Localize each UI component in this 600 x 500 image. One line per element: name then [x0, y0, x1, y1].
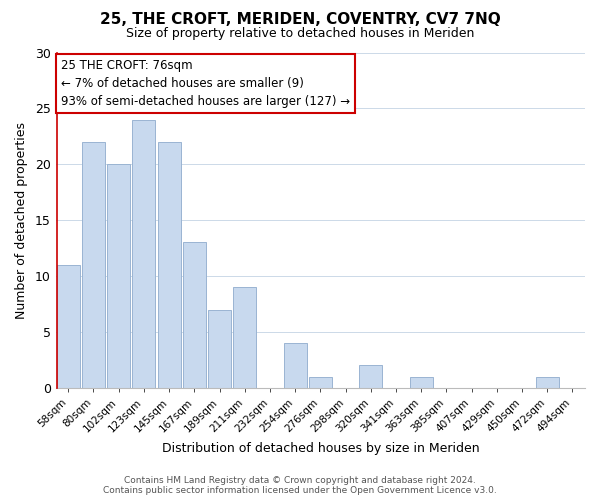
Bar: [233, 287, 256, 388]
Bar: [82, 142, 105, 388]
Text: Size of property relative to detached houses in Meriden: Size of property relative to detached ho…: [126, 28, 474, 40]
Text: 25 THE CROFT: 76sqm
← 7% of detached houses are smaller (9)
93% of semi-detached: 25 THE CROFT: 76sqm ← 7% of detached hou…: [61, 59, 350, 108]
Text: Contains HM Land Registry data © Crown copyright and database right 2024.
Contai: Contains HM Land Registry data © Crown c…: [103, 476, 497, 495]
Bar: [208, 310, 231, 388]
Bar: [284, 343, 307, 388]
Bar: [133, 120, 155, 388]
Bar: [56, 265, 80, 388]
X-axis label: Distribution of detached houses by size in Meriden: Distribution of detached houses by size …: [161, 442, 479, 455]
Bar: [536, 376, 559, 388]
Y-axis label: Number of detached properties: Number of detached properties: [15, 122, 28, 318]
Bar: [158, 142, 181, 388]
Bar: [183, 242, 206, 388]
Text: 25, THE CROFT, MERIDEN, COVENTRY, CV7 7NQ: 25, THE CROFT, MERIDEN, COVENTRY, CV7 7N…: [100, 12, 500, 28]
Bar: [410, 376, 433, 388]
Bar: [107, 164, 130, 388]
Bar: [309, 376, 332, 388]
Bar: [359, 366, 382, 388]
